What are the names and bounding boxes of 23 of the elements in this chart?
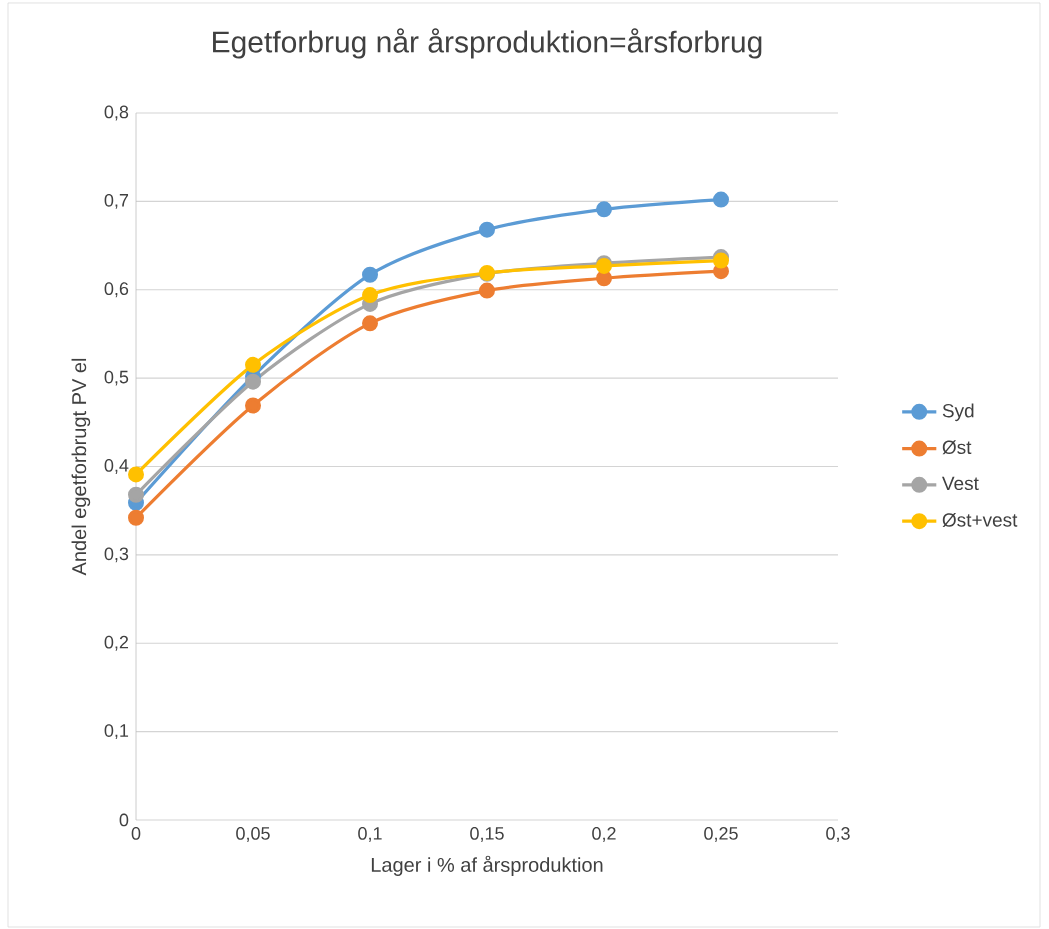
y-tick-label: 0,1 [104,724,129,740]
y-tick-label: 0,8 [104,105,129,121]
chart-title: Egetforbrug når årsproduktion=årsforbrug [213,28,762,59]
x-tick-label: 0,3 [826,827,850,842]
y-axis-title: Andel egetforbrugt PV el [71,358,91,576]
x-tick-label: 0 [131,827,141,840]
y-tick-label: 0,7 [104,193,129,209]
x-tick-label: 0,15 [470,827,504,842]
legend-label: Øst+vest [942,512,1018,528]
x-tick-label: 0,25 [704,827,738,842]
legend-label: Øst [942,440,972,455]
x-tick-label: 0,05 [236,827,270,842]
y-tick-label: 0,2 [104,635,129,651]
y-tick-label: 0,6 [104,282,129,298]
legend-label: Vest [942,476,979,491]
y-tick-label: 0,4 [104,459,129,474]
y-tick-label: 0 [119,813,129,827]
legend-label: Syd [942,403,974,422]
y-tick-label: 0,5 [104,370,129,386]
x-tick-label: 0,1 [358,827,382,842]
x-axis-title: Lager i % af årsproduktion [371,855,603,876]
y-tick-label: 0,3 [104,547,129,563]
x-tick-label: 0,2 [592,827,616,842]
